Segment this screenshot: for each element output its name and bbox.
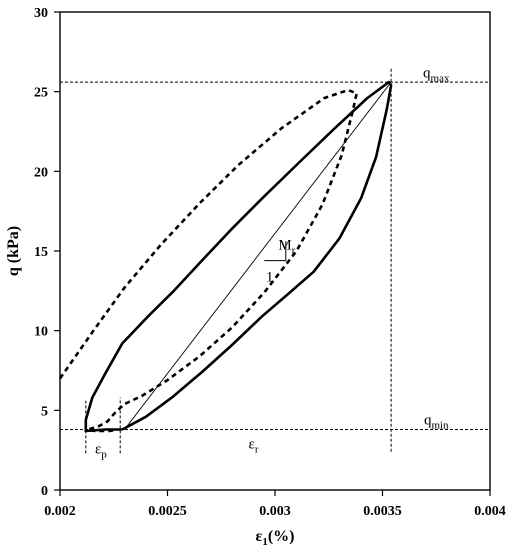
x-axis-title-unit: (%): [268, 528, 295, 545]
x-tick-label: 0.003: [259, 504, 291, 519]
x-tick-label: 0.0035: [363, 504, 402, 519]
series-line-2: [58, 88, 359, 433]
x-axis-title: ε1(%): [256, 528, 295, 548]
x-axis-title-main: ε: [256, 528, 263, 545]
axes: 0.002 0.0025 0.003 0.0035 0.004 0 5 10 15 20 25 30: [34, 6, 506, 519]
annotation-sub: max: [431, 72, 450, 84]
y-tick-label: 15: [34, 245, 48, 260]
x-tick-label: 0.004: [474, 504, 506, 519]
annotation-main: q: [424, 413, 432, 429]
y-tick-label: 0: [41, 484, 48, 499]
y-tick-label: 25: [34, 86, 48, 101]
annotation-sub: r: [292, 244, 296, 256]
y-tick-label: 10: [34, 325, 48, 340]
annotation-εp: εp: [95, 441, 107, 460]
annotation-sub: p: [101, 448, 107, 460]
annotation-main: ε: [95, 441, 101, 457]
y-tick-label: 30: [34, 6, 48, 21]
reference-lines: [60, 67, 490, 454]
annotation-main: q: [423, 65, 431, 81]
annotation-εr: εr: [249, 437, 259, 456]
y-axis-title: q (kPa): [5, 226, 22, 276]
x-tick-label: 0.002: [44, 504, 76, 519]
x-axis-title-sub: 1: [262, 536, 268, 548]
x-tick-label: 0.0025: [148, 504, 187, 519]
annotation-main: M: [278, 237, 291, 253]
slope-triangle: [264, 241, 287, 262]
annotation-qmax: qmax: [423, 65, 450, 84]
annotation-sub: r: [255, 444, 259, 456]
annotation-main: 1: [266, 269, 274, 285]
annotation-qmin: qmin: [424, 413, 449, 432]
series-line-3: [124, 81, 392, 430]
y-tick-label: 5: [41, 404, 48, 419]
y-tick-label: 20: [34, 165, 48, 180]
series-line-1: [84, 80, 393, 433]
annotation-sub: min: [431, 420, 449, 432]
annotation-Mr: Mr: [278, 237, 295, 256]
annotation-main: ε: [249, 437, 255, 453]
series-layer: [58, 80, 393, 433]
annotation-1: 1: [266, 269, 274, 285]
